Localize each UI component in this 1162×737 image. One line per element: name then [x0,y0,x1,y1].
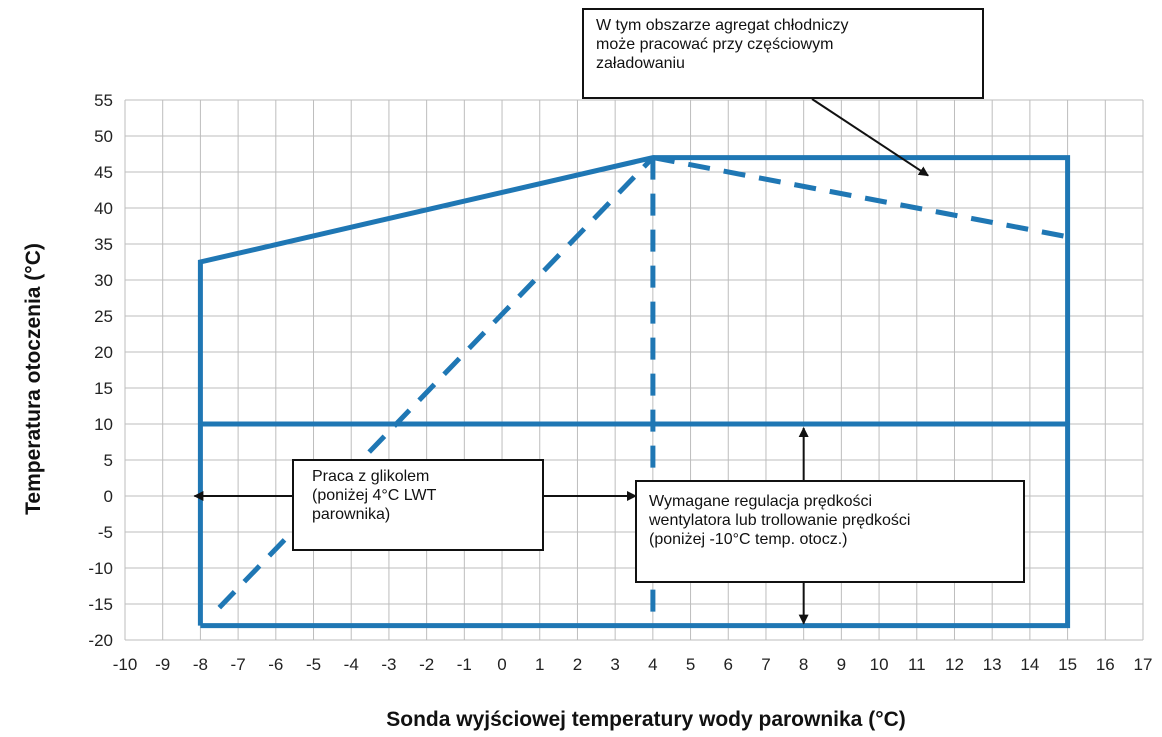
x-tick-label: 5 [686,655,695,674]
x-tick-label: 8 [799,655,808,674]
x-tick-label: 13 [983,655,1002,674]
annotation-line: załadowaniu [596,55,685,72]
y-tick-label: 5 [104,451,113,470]
x-tick-label: 1 [535,655,544,674]
x-tick-label: 12 [945,655,964,674]
x-tick-label: -2 [419,655,434,674]
annotation-line: parownika) [312,506,391,523]
y-tick-label: -20 [88,631,113,650]
annotation-line: (poniżej 4°C LWT [312,487,437,504]
y-tick-label: 45 [94,163,113,182]
annotation-line: Praca z glikolem [312,468,430,485]
arrow-partial-load [811,98,929,177]
x-tick-label: 0 [497,655,506,674]
x-tick-label: 10 [870,655,889,674]
series-line-4-dashed [652,155,1069,240]
annotation-glycol: Praca z glikolem (poniżej 4°C LWT parownik… [292,459,544,551]
y-tick-label: -10 [88,559,113,578]
x-tick-label: -9 [155,655,170,674]
x-tick-label: 7 [761,655,770,674]
annotation-arrows [193,98,929,625]
x-axis-title: Sonda wyjściowej temperatury wody parown… [386,708,906,731]
series-group [197,155,1071,629]
y-axis-ticks: -20 -15 -10 -5 0 5 10 15 20 25 30 35 40 45 50 55 [88,91,113,650]
annotation-line: (poniżej -10°C temp. otocz.) [649,531,848,548]
x-tick-label: 17 [1134,655,1153,674]
series-line-1-solid [197,155,1071,629]
x-tick-label: -10 [113,655,138,674]
y-tick-label: 55 [94,91,113,110]
x-tick-label: -8 [193,655,208,674]
x-tick-label: 2 [573,655,582,674]
y-tick-label: 20 [94,343,113,362]
x-tick-label: -4 [344,655,359,674]
x-tick-label: -1 [457,655,472,674]
x-tick-label: 6 [724,655,733,674]
series-line-3-dashed [217,155,655,610]
x-tick-label: 15 [1058,655,1077,674]
x-tick-label: 11 [908,655,926,674]
y-tick-label: 10 [94,415,113,434]
x-tick-label: 16 [1096,655,1115,674]
x-axis-ticks: -10 -9 -8 -7 -6 -5 -4 -3 -2 -1 0 1 2 3 4 5 6 7 8 9 10 11 12 13 1… [113,655,1153,674]
y-tick-label: 25 [94,307,113,326]
y-axis-title: Temperatura otoczenia (°C) [22,243,45,515]
y-tick-label: 35 [94,235,113,254]
x-tick-label: -3 [381,655,396,674]
x-tick-label: 3 [610,655,619,674]
y-tick-label: 40 [94,199,113,218]
annotation-line: W tym obszarze agregat chłodniczy [596,17,849,34]
annotation-partial-load: W tym obszarze agregat chłodniczy może pr… [582,8,984,99]
y-tick-label: 15 [94,379,113,398]
y-tick-label: 30 [94,271,113,290]
annotation-line: wentylatora lub trollowanie prędkości [649,512,911,529]
y-tick-label: 50 [94,127,113,146]
x-tick-label: -7 [231,655,246,674]
annotation-line: może pracować przy częściowym [596,36,834,53]
y-tick-label: -5 [98,523,113,542]
x-tick-label: -5 [306,655,321,674]
y-tick-label: 0 [104,487,113,506]
x-tick-label: 4 [648,655,657,674]
annotation-line: Wymagane regulacja prędkości [649,493,873,510]
x-tick-label: 9 [837,655,846,674]
annotation-fan-speed: Wymagane regulacja prędkości wentylatora … [635,480,1025,583]
y-tick-label: -15 [88,595,113,614]
x-tick-label: 14 [1020,655,1039,674]
x-tick-label: -6 [268,655,283,674]
